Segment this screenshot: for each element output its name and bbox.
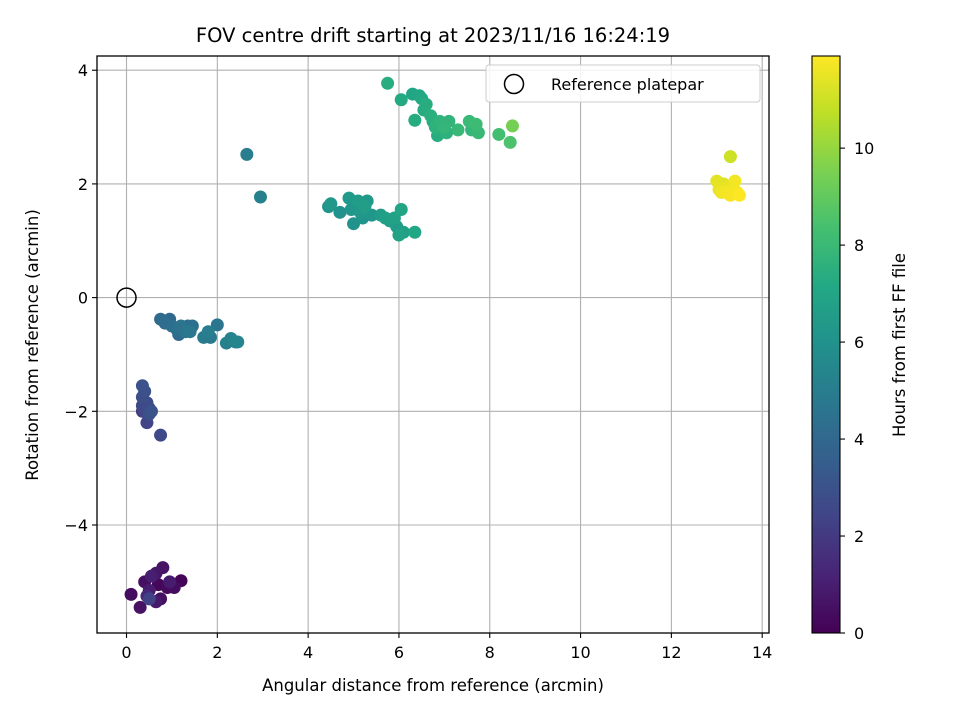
data-point — [728, 174, 742, 188]
y-tick-label: 0 — [78, 289, 88, 308]
data-point — [381, 76, 395, 90]
data-point — [201, 325, 215, 339]
y-tick-label: −4 — [64, 516, 88, 535]
data-point — [503, 135, 517, 149]
colorbar-gradient — [812, 56, 840, 633]
data-point — [231, 335, 245, 349]
colorbar: 0 2 4 6 8 10 Hours from first FF file — [811, 55, 909, 643]
data-point — [732, 188, 746, 202]
data-point — [392, 228, 406, 242]
data-point — [408, 113, 422, 127]
colorbar-tick-label: 8 — [854, 236, 864, 255]
grid — [97, 56, 769, 633]
plot-frame — [96, 55, 770, 634]
data-point — [253, 190, 267, 204]
colorbar-tick-label: 4 — [854, 430, 864, 449]
reference-platepar-marker — [116, 287, 137, 308]
colorbar-ticks: 0 2 4 6 8 10 — [840, 139, 874, 643]
data-point — [469, 117, 483, 131]
colorbar-tick-label: 6 — [854, 333, 864, 352]
y-tick-label: 2 — [78, 175, 88, 194]
data-point — [135, 379, 149, 393]
data-point — [240, 147, 254, 161]
legend: Reference platepar — [485, 64, 761, 103]
x-axis-label: Angular distance from reference (arcmin) — [262, 676, 604, 695]
data-point — [723, 150, 737, 164]
data-point — [144, 569, 158, 583]
colorbar-tick-label: 2 — [854, 527, 864, 546]
x-tick-label: 6 — [394, 643, 404, 662]
data-point — [358, 200, 372, 214]
data-point — [451, 123, 465, 137]
data-point — [144, 404, 158, 418]
data-point — [394, 202, 408, 216]
data-point — [163, 575, 177, 589]
y-tick-label: −2 — [64, 402, 88, 421]
data-point — [154, 428, 168, 442]
data-point — [505, 119, 519, 133]
data-point — [437, 120, 451, 134]
x-tick-label: 8 — [485, 643, 495, 662]
data-point — [142, 592, 156, 606]
data-point — [124, 587, 138, 601]
reference-marker-layer — [116, 287, 137, 308]
y-axis-ticks: −4 −2 0 2 4 — [64, 61, 97, 535]
data-point — [394, 93, 408, 107]
y-axis-label: Rotation from reference (arcmin) — [23, 209, 42, 481]
data-point — [210, 318, 224, 332]
data-point — [419, 97, 433, 111]
legend-label-reference: Reference platepar — [551, 75, 704, 94]
data-point — [408, 225, 422, 239]
colorbar-frame — [811, 55, 841, 634]
data-point — [333, 205, 347, 219]
legend-box — [485, 64, 761, 103]
data-point — [378, 211, 392, 225]
x-tick-label: 0 — [121, 643, 131, 662]
chart-title: FOV centre drift starting at 2023/11/16 … — [196, 24, 670, 47]
x-tick-label: 4 — [303, 643, 313, 662]
data-point — [183, 325, 197, 339]
data-points — [124, 76, 746, 614]
x-tick-label: 14 — [752, 643, 772, 662]
data-point — [324, 197, 338, 211]
x-tick-label: 12 — [661, 643, 681, 662]
data-point — [492, 127, 506, 141]
x-tick-label: 10 — [570, 643, 590, 662]
colorbar-tick-label: 0 — [854, 624, 864, 643]
y-tick-label: 4 — [78, 61, 88, 80]
colorbar-label: Hours from first FF file — [890, 253, 909, 437]
legend-marker-reference — [503, 73, 525, 95]
colorbar-tick-label: 10 — [854, 139, 874, 158]
x-tick-label: 2 — [212, 643, 222, 662]
data-point — [133, 600, 147, 614]
x-axis-ticks: 0 2 4 6 8 10 12 14 — [121, 633, 772, 662]
